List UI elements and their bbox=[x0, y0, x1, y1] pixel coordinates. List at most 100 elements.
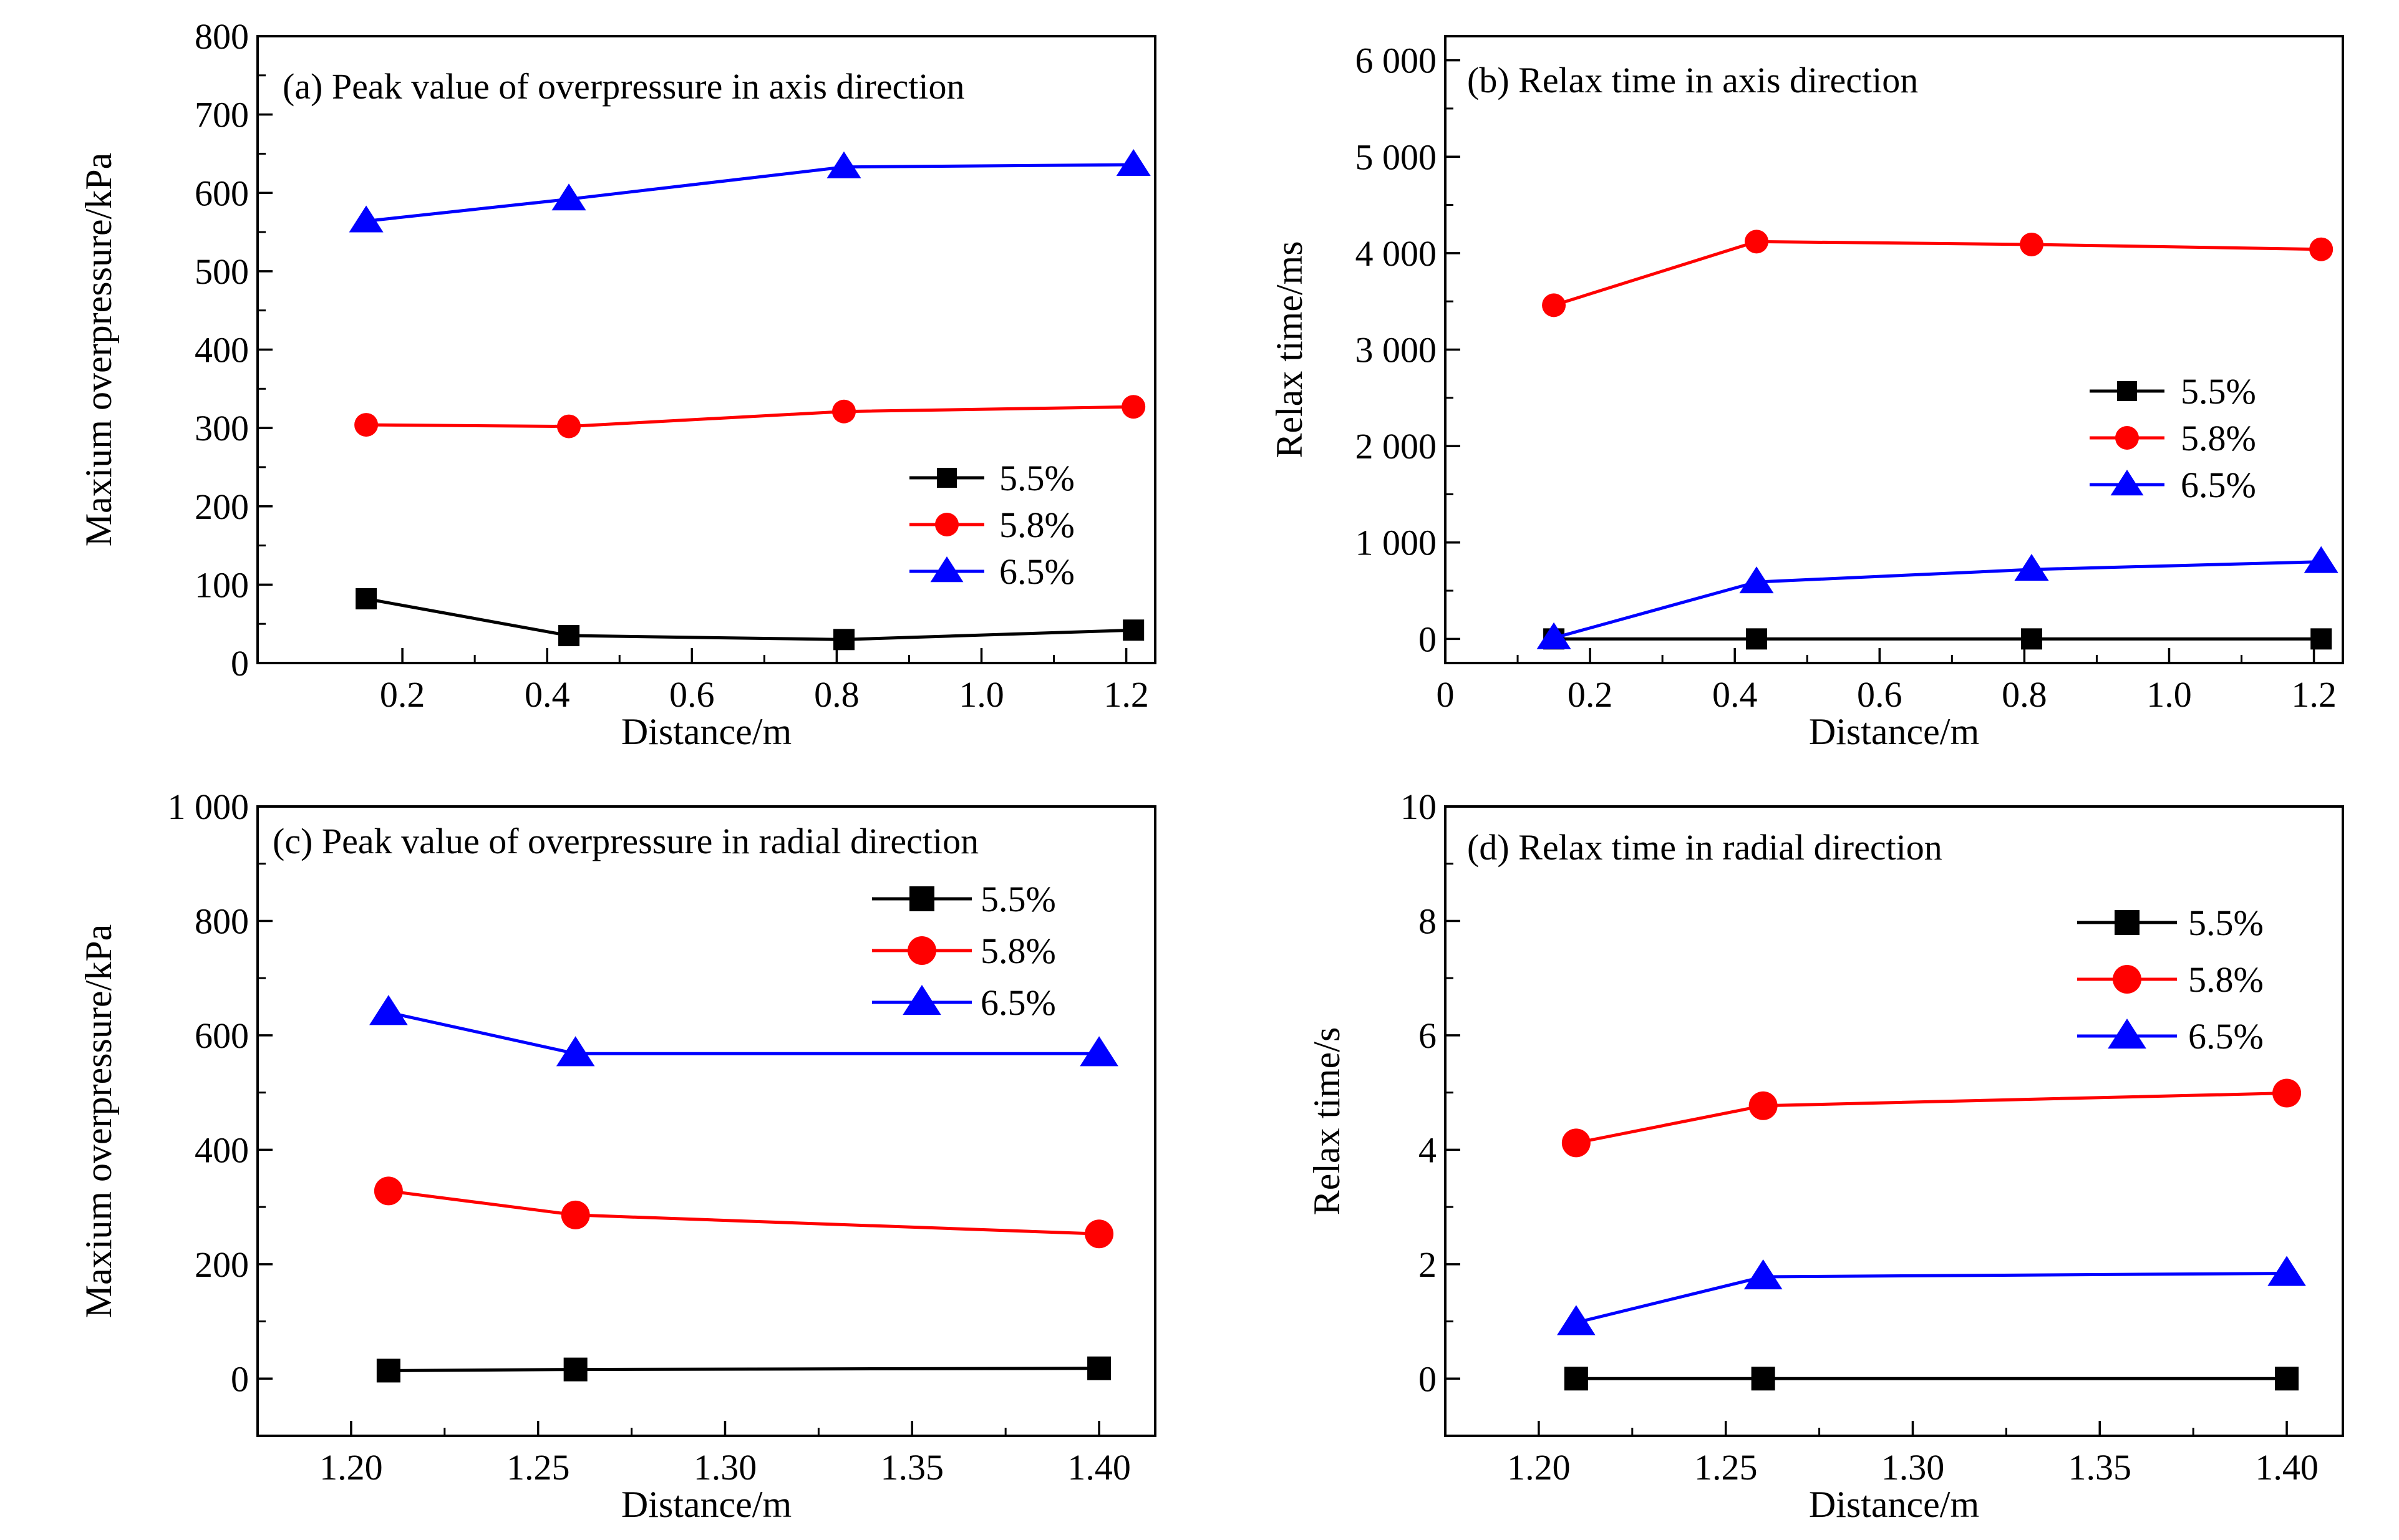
legend-item: 6.5% bbox=[2077, 1016, 2264, 1057]
data-point bbox=[561, 1200, 590, 1229]
data-point bbox=[831, 399, 856, 424]
data-point bbox=[1542, 293, 1566, 317]
y-tick-label: 700 bbox=[195, 95, 249, 135]
data-point bbox=[2310, 628, 2332, 650]
y-tick-label: 0 bbox=[1418, 619, 1437, 659]
chart-panel-4: 1.20 1.25 1.30 1.35 1.40 0 2 4 6 8 10 Distance/m Rel… bbox=[1306, 787, 2344, 1525]
x-tick-label: 1.25 bbox=[506, 1447, 570, 1488]
legend-marker bbox=[909, 886, 934, 911]
y-tick-label: 600 bbox=[195, 1015, 249, 1056]
x-tick-label: 1.30 bbox=[1881, 1447, 1945, 1488]
x-axis-label: Distance/m bbox=[1809, 1484, 1979, 1525]
chart-panel-1: 0.2 0.4 0.6 0.8 1.0 1.2 0 100 200 300 400 500 600 700… bbox=[78, 16, 1156, 752]
x-tick-label: 1.2 bbox=[2291, 674, 2337, 715]
x-tick-label: 0.8 bbox=[814, 674, 860, 715]
series-5.8% bbox=[1561, 1078, 2302, 1158]
data-point bbox=[349, 205, 384, 233]
data-point bbox=[1739, 566, 1774, 594]
y-axis-label: Maxium overpressure/kPa bbox=[78, 153, 119, 547]
legend-marker bbox=[2115, 910, 2140, 935]
x-tick-label: 1.35 bbox=[881, 1447, 944, 1488]
y-tick-label: 0 bbox=[231, 1358, 249, 1399]
x-tick-label: 0.2 bbox=[380, 674, 425, 715]
y-axis-label: Relax time/s bbox=[1306, 1027, 1347, 1216]
x-tick-label: 0.8 bbox=[2002, 674, 2047, 715]
panel-title: (b) Relax time in axis direction bbox=[1467, 60, 1918, 100]
series-6.5% bbox=[1536, 546, 2338, 649]
data-point bbox=[1564, 1367, 1588, 1391]
x-axis-label: Distance/m bbox=[621, 1484, 792, 1525]
data-point bbox=[2019, 232, 2043, 256]
y-tick-label: 400 bbox=[195, 330, 249, 370]
data-point bbox=[1748, 1091, 1778, 1120]
y-tick-label: 1 000 bbox=[168, 787, 250, 827]
series-line bbox=[366, 163, 1134, 223]
legend-marker bbox=[908, 936, 936, 965]
series-line bbox=[388, 1367, 1100, 1372]
data-point bbox=[376, 1358, 400, 1383]
plot-frame bbox=[1444, 805, 2344, 1437]
y-tick-label: 200 bbox=[195, 1244, 249, 1285]
legend-item: 5.5% bbox=[909, 458, 1075, 498]
y-tick-label: 5 000 bbox=[1355, 137, 1437, 177]
legend-item: 5.8% bbox=[909, 505, 1075, 545]
x-tick-label: 1.2 bbox=[1103, 674, 1149, 715]
chart-panel-3: 1.20 1.25 1.30 1.35 1.40 0 200 400 600 800 1 000 Di… bbox=[78, 787, 1156, 1525]
series-5.5% bbox=[376, 1356, 1112, 1383]
series-5.8% bbox=[1542, 230, 2334, 317]
data-point bbox=[1122, 395, 1146, 419]
legend: 5.5% 5.8% 6.5% bbox=[909, 458, 1075, 592]
y-tick-label: 600 bbox=[195, 173, 249, 213]
series-line bbox=[1553, 560, 2322, 640]
data-point bbox=[1123, 619, 1145, 641]
data-point bbox=[558, 625, 580, 647]
legend-label: 5.5% bbox=[981, 879, 1056, 919]
y-tick-label: 4 bbox=[1418, 1130, 1437, 1170]
data-point bbox=[556, 1036, 595, 1067]
x-axis-label: Distance/m bbox=[1809, 711, 1979, 752]
legend: 5.5% 5.8% 6.5% bbox=[2090, 371, 2256, 505]
x-tick-label: 1.20 bbox=[319, 1447, 383, 1488]
x-tick-label: 1.0 bbox=[959, 674, 1004, 715]
panel-title: (a) Peak value of overpressure in axis d… bbox=[283, 66, 965, 107]
legend-label: 5.8% bbox=[2188, 959, 2264, 1000]
x-tick-label: 1.0 bbox=[2146, 674, 2192, 715]
legend-item: 6.5% bbox=[909, 551, 1075, 592]
data-point bbox=[2272, 1078, 2302, 1108]
series-line bbox=[388, 1189, 1100, 1236]
legend-label: 5.5% bbox=[2181, 371, 2256, 412]
data-point bbox=[551, 183, 586, 211]
data-point bbox=[2020, 628, 2042, 650]
legend-label: 5.8% bbox=[999, 505, 1075, 545]
series-line bbox=[366, 597, 1134, 641]
legend-label: 5.5% bbox=[2188, 903, 2264, 943]
series-line bbox=[1576, 1271, 2287, 1324]
legend-item: 5.8% bbox=[2077, 959, 2264, 1000]
y-tick-label: 400 bbox=[195, 1130, 249, 1170]
data-point bbox=[557, 414, 581, 438]
data-point bbox=[374, 1176, 403, 1206]
series-line bbox=[1553, 240, 2322, 307]
legend-item: 5.8% bbox=[872, 931, 1056, 971]
x-axis-label: Distance/m bbox=[621, 711, 792, 752]
series-6.5% bbox=[349, 149, 1151, 233]
data-point bbox=[356, 588, 377, 609]
data-point bbox=[1743, 1259, 1783, 1290]
y-tick-label: 100 bbox=[195, 564, 249, 605]
x-tick-label: 0 bbox=[1437, 674, 1455, 715]
y-tick-label: 8 bbox=[1418, 901, 1437, 941]
series-5.5% bbox=[1543, 628, 2332, 650]
data-point bbox=[369, 995, 408, 1025]
y-tick-label: 4 000 bbox=[1355, 233, 1437, 274]
data-point bbox=[1536, 622, 1571, 649]
series-6.5% bbox=[369, 995, 1118, 1067]
y-tick-label: 800 bbox=[195, 16, 249, 57]
x-tick-label: 1.40 bbox=[2255, 1447, 2319, 1488]
legend-label: 6.5% bbox=[2188, 1016, 2264, 1057]
legend-item: 6.5% bbox=[872, 982, 1056, 1023]
data-point bbox=[1746, 628, 1768, 650]
data-point bbox=[1116, 149, 1151, 177]
legend-marker bbox=[930, 556, 964, 583]
x-tick-label: 0.6 bbox=[1857, 674, 1902, 715]
y-tick-label: 800 bbox=[195, 901, 249, 941]
